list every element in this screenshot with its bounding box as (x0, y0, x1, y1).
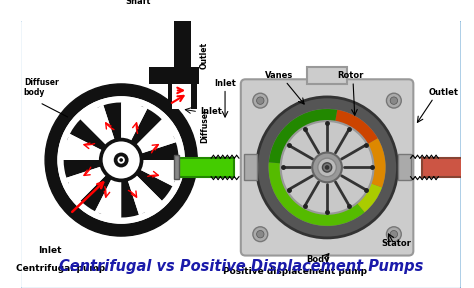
Circle shape (119, 158, 123, 162)
Wedge shape (50, 102, 197, 236)
Text: Inlet: Inlet (200, 107, 222, 115)
Bar (174, 155, 179, 179)
Circle shape (253, 93, 268, 108)
Circle shape (102, 141, 140, 179)
Circle shape (98, 208, 103, 213)
Text: Centrifugal vs Positive Displacement Pumps: Centrifugal vs Positive Displacement Pum… (59, 259, 423, 274)
Circle shape (99, 138, 144, 182)
Circle shape (97, 107, 102, 112)
Circle shape (390, 230, 398, 238)
Text: Outlet: Outlet (200, 42, 209, 69)
Circle shape (68, 179, 73, 184)
Bar (244, 154, 256, 180)
Bar (307, 67, 347, 84)
Wedge shape (136, 169, 173, 201)
Circle shape (386, 227, 401, 242)
Text: Stator: Stator (382, 239, 411, 248)
Wedge shape (128, 175, 162, 215)
Text: Rotor: Rotor (337, 71, 364, 80)
Circle shape (58, 97, 184, 223)
Circle shape (169, 136, 174, 141)
Wedge shape (269, 109, 337, 167)
Wedge shape (81, 175, 112, 211)
Circle shape (390, 97, 398, 104)
Circle shape (253, 227, 268, 242)
Circle shape (322, 163, 332, 172)
Text: Vanes: Vanes (264, 71, 293, 80)
Wedge shape (70, 119, 107, 151)
Circle shape (256, 97, 264, 104)
Wedge shape (327, 138, 385, 187)
Bar (166, 67, 199, 84)
Circle shape (114, 153, 128, 167)
Circle shape (45, 84, 197, 236)
Bar (398, 154, 410, 180)
Circle shape (68, 137, 73, 142)
Circle shape (169, 178, 175, 183)
Circle shape (268, 108, 386, 227)
Wedge shape (327, 110, 378, 167)
Text: Shaft: Shaft (125, 0, 151, 6)
Polygon shape (167, 84, 197, 109)
Circle shape (281, 121, 374, 214)
Text: Body: Body (306, 255, 329, 264)
FancyBboxPatch shape (241, 79, 413, 255)
Polygon shape (149, 67, 197, 84)
Wedge shape (103, 103, 121, 141)
Bar (174, 7, 191, 67)
Bar (172, 2, 191, 109)
Wedge shape (139, 160, 179, 186)
FancyBboxPatch shape (20, 20, 462, 288)
Bar (177, 158, 234, 177)
Circle shape (256, 97, 398, 238)
Text: Positive displacement pump: Positive displacement pump (223, 267, 366, 276)
Wedge shape (136, 119, 176, 154)
Wedge shape (121, 179, 139, 217)
Wedge shape (121, 103, 147, 142)
Wedge shape (81, 105, 115, 145)
Wedge shape (130, 109, 162, 145)
Wedge shape (66, 166, 107, 201)
Circle shape (318, 158, 337, 177)
Circle shape (256, 230, 264, 238)
Wedge shape (327, 167, 382, 212)
Circle shape (312, 153, 342, 182)
Circle shape (139, 107, 145, 112)
Circle shape (140, 208, 146, 213)
Text: Inlet: Inlet (37, 246, 61, 255)
Text: Diffuser: Diffuser (200, 109, 209, 143)
Circle shape (386, 93, 401, 108)
Wedge shape (95, 178, 121, 217)
Bar (422, 158, 474, 177)
Text: Inlet: Inlet (214, 79, 236, 88)
Wedge shape (141, 142, 179, 160)
Text: Diffuser
body: Diffuser body (24, 78, 58, 97)
Text: Centrifugal pump: Centrifugal pump (16, 264, 105, 273)
Text: Outlet: Outlet (429, 88, 459, 97)
Circle shape (58, 97, 184, 223)
Circle shape (118, 156, 125, 164)
Wedge shape (64, 160, 102, 178)
Wedge shape (64, 134, 103, 160)
Circle shape (325, 165, 329, 170)
Wedge shape (269, 162, 365, 226)
